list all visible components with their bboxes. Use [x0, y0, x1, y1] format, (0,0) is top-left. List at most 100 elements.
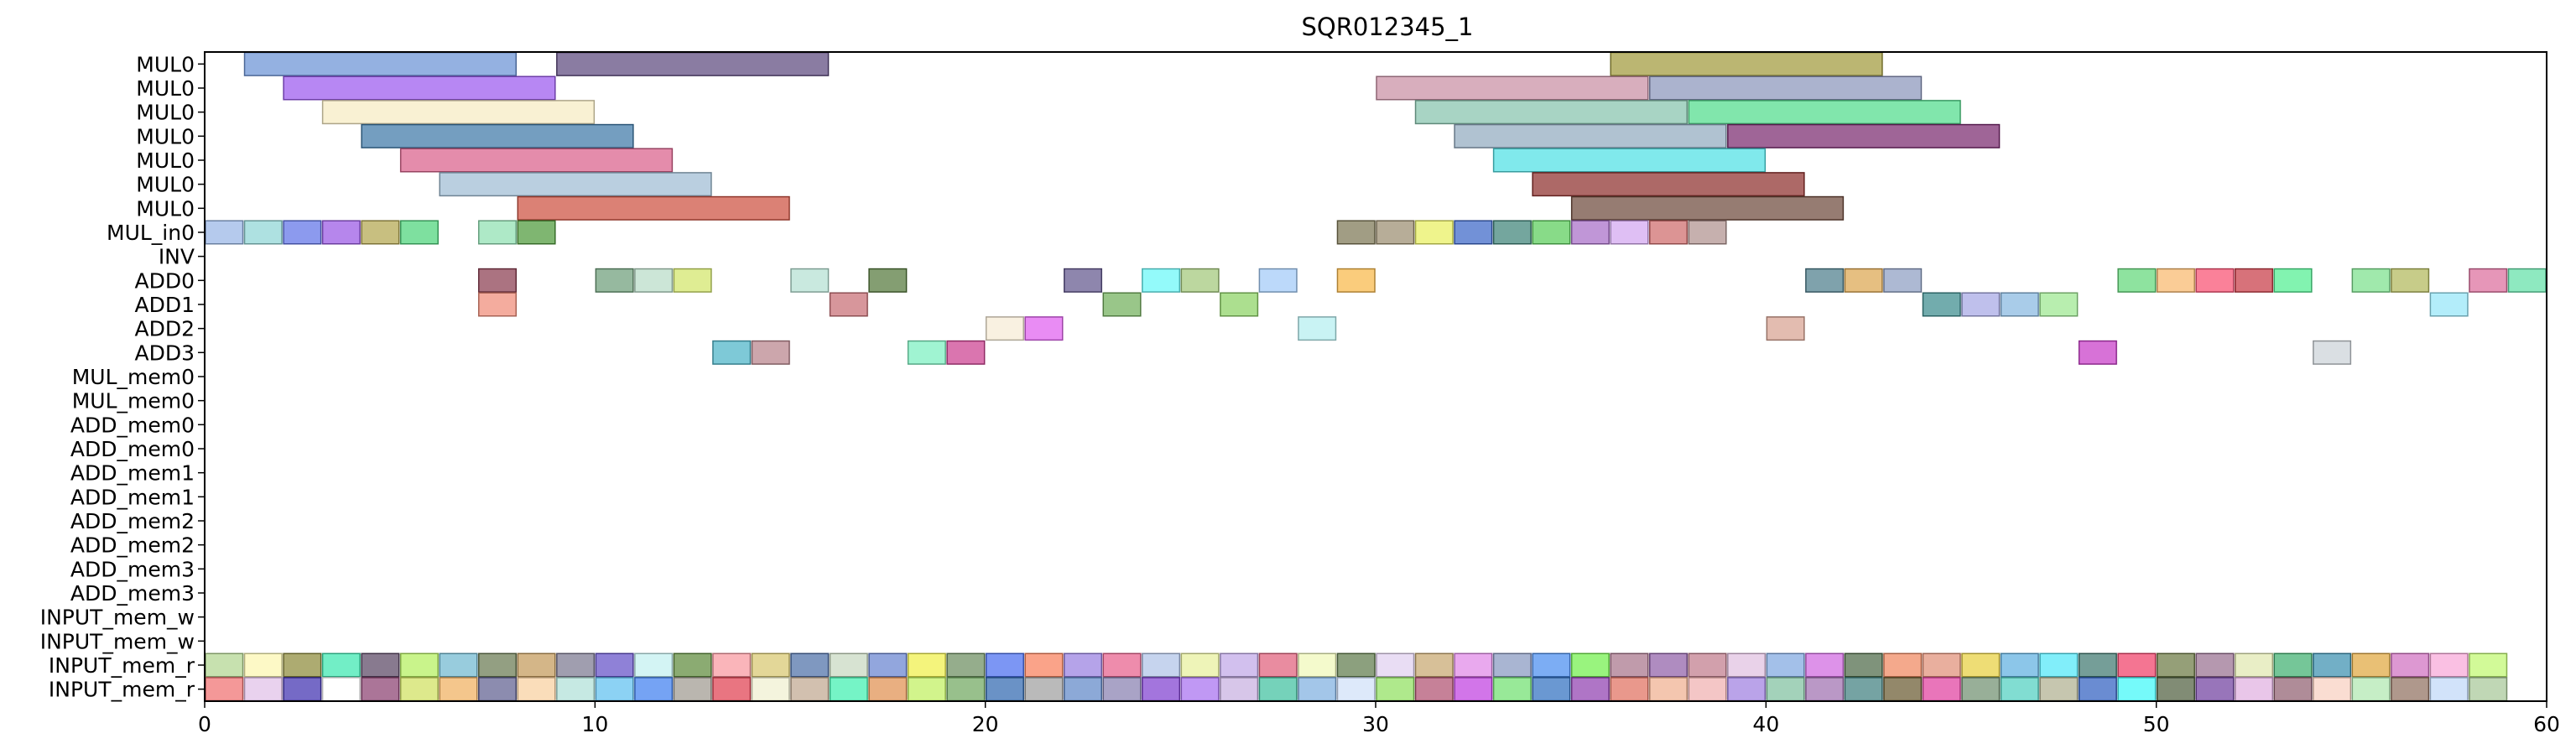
task-bar	[2273, 653, 2313, 678]
task-bar	[2195, 677, 2235, 702]
task-bar	[1492, 677, 1532, 702]
task-bar	[712, 653, 752, 678]
task-bar	[1570, 195, 1845, 221]
y-tick-label: MUL0	[136, 124, 195, 148]
y-tick-label: ADD_mem1	[70, 485, 195, 509]
task-bar	[1376, 220, 1415, 245]
task-bar	[399, 148, 674, 173]
y-tick-label: MUL0	[136, 196, 195, 221]
y-tick-label: ADD0	[134, 268, 195, 293]
task-bar	[1336, 653, 1376, 678]
task-bar	[2391, 268, 2430, 293]
task-bar	[790, 653, 830, 678]
task-bar	[1532, 677, 1571, 702]
task-bar	[321, 653, 361, 678]
task-bar	[1648, 220, 1689, 245]
y-tick-label: MUL_mem0	[72, 389, 195, 413]
task-bar	[1220, 292, 1259, 317]
task-bar	[399, 653, 439, 678]
task-bar	[634, 677, 674, 702]
task-bar	[1220, 677, 1259, 702]
task-bar	[1298, 316, 1337, 341]
task-bar	[1844, 268, 1883, 293]
task-bar	[712, 340, 752, 365]
task-bar	[595, 268, 634, 293]
task-bar	[1258, 268, 1298, 293]
task-bar	[2391, 653, 2430, 678]
task-bar	[477, 268, 518, 293]
task-bar	[1298, 677, 1337, 702]
task-bar	[1532, 653, 1571, 678]
task-bar	[1610, 220, 1649, 245]
task-bar	[790, 268, 830, 293]
task-bar	[1024, 653, 1064, 678]
task-bar	[1766, 316, 1805, 341]
task-bar	[1610, 51, 1883, 76]
task-bar	[1414, 653, 1454, 678]
y-tick-label: MUL0	[136, 52, 195, 76]
task-bar	[751, 653, 790, 678]
task-bar	[595, 677, 634, 702]
task-bar	[1414, 220, 1454, 245]
task-bar	[1727, 123, 2001, 148]
task-bar	[283, 677, 322, 702]
task-bar	[1063, 677, 1103, 702]
x-tick-label: 50	[2143, 712, 2170, 736]
y-tick-label: ADD_mem3	[70, 581, 195, 606]
x-tick-label: 20	[972, 712, 999, 736]
task-bar	[1805, 677, 1845, 702]
task-bar	[1024, 316, 1064, 341]
task-bar	[829, 677, 868, 702]
y-tick-label: ADD3	[134, 341, 195, 365]
task-bar	[1532, 172, 1805, 197]
task-bar	[712, 677, 752, 702]
task-bar	[556, 51, 830, 76]
task-bar	[1180, 677, 1220, 702]
task-bar	[1336, 268, 1376, 293]
task-bar	[321, 220, 361, 245]
task-bar	[1063, 268, 1103, 293]
task-bar	[907, 677, 946, 702]
task-bar	[907, 653, 946, 678]
task-bar	[1336, 220, 1376, 245]
task-bar	[439, 172, 712, 197]
task-bar	[2117, 653, 2157, 678]
task-bar	[1258, 653, 1298, 678]
task-bar	[1570, 653, 1610, 678]
task-bar	[673, 653, 712, 678]
task-bar	[985, 653, 1024, 678]
task-bar	[2078, 653, 2117, 678]
task-bar	[673, 268, 712, 293]
task-bar	[2000, 653, 2039, 678]
y-tick-label: ADD2	[134, 317, 195, 341]
task-bar	[1376, 75, 1649, 101]
task-bar	[1883, 677, 1923, 702]
task-bar	[1688, 653, 1727, 678]
task-bar	[1220, 653, 1259, 678]
task-bar	[1648, 653, 1689, 678]
x-tick-label: 0	[198, 712, 211, 736]
task-bar	[1961, 292, 2001, 317]
task-bar	[1142, 653, 1181, 678]
task-bar	[1532, 220, 1571, 245]
task-bar	[283, 75, 556, 101]
task-bar	[1492, 653, 1532, 678]
task-bar	[868, 677, 908, 702]
task-bar	[2234, 268, 2274, 293]
task-bar	[243, 677, 283, 702]
task-bar	[2195, 268, 2235, 293]
y-tick-label: MUL0	[136, 173, 195, 197]
task-bar	[2313, 340, 2352, 365]
task-bar	[946, 677, 986, 702]
task-bar	[1844, 653, 1883, 678]
y-tick-label: INPUT_mem_r	[49, 653, 195, 678]
task-bar	[2429, 653, 2469, 678]
task-bar	[1570, 677, 1610, 702]
task-bar	[2273, 268, 2313, 293]
task-bar	[946, 340, 986, 365]
y-tick-label: INPUT_mem_w	[40, 606, 195, 630]
task-bar	[1063, 653, 1103, 678]
task-bar	[399, 220, 439, 245]
task-bar	[1610, 653, 1649, 678]
task-bar	[1102, 292, 1142, 317]
